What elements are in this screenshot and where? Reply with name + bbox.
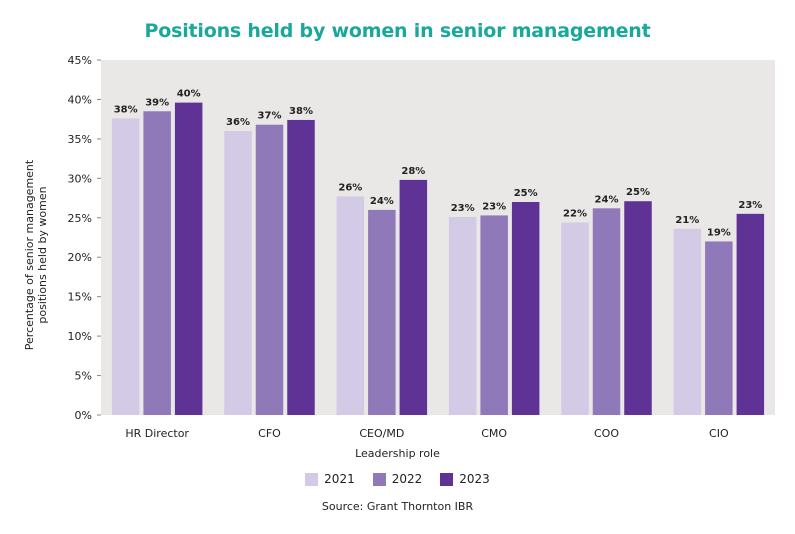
data-labels: 38% 39% 40% 36% 37% 38% 26% 24% 28% 23% 23% 25% 22% 2… xyxy=(114,89,763,239)
legend-label-2022: 2022 xyxy=(391,472,423,486)
bar-2023-coo xyxy=(624,201,652,415)
data-label: 25% xyxy=(514,188,538,199)
legend-item-2022: 2022 xyxy=(372,472,423,486)
source-note: Source: Grant Thornton IBR xyxy=(321,500,474,513)
legend-item-2021: 2021 xyxy=(305,472,355,486)
bar-2023-hr-director xyxy=(174,102,203,415)
data-label: 40% xyxy=(177,89,201,100)
bar-2021-cio xyxy=(673,228,702,415)
bars xyxy=(111,102,765,416)
bar-2023-cmo xyxy=(511,202,540,415)
bar-2021-coo xyxy=(561,222,589,415)
legend-swatch-2021 xyxy=(305,472,319,486)
x-tick-label: CMO xyxy=(481,427,507,440)
y-tick-label: 10% xyxy=(68,330,92,343)
data-label: 26% xyxy=(338,182,362,193)
legend-label-2023: 2023 xyxy=(459,472,490,486)
x-tick-label: CFO xyxy=(258,427,281,440)
data-label: 24% xyxy=(595,194,619,205)
y-axis-ticks: 0% 5% 10% 15% 20% 25% 30% 35% 40% 45% xyxy=(68,54,101,422)
y-tick-label: 25% xyxy=(68,212,92,225)
bar-2022-ceo-md xyxy=(368,209,396,415)
bar-2022-cfo xyxy=(255,124,284,415)
x-tick-label: COO xyxy=(594,427,619,440)
bar-2021-hr-director xyxy=(111,118,140,415)
x-axis-label: Leadership role xyxy=(355,447,440,460)
plot-area xyxy=(101,60,775,415)
bar-2023-cfo xyxy=(287,119,315,415)
data-label: 38% xyxy=(289,106,313,117)
bar-2022-coo xyxy=(592,208,621,415)
bar-2021-cmo xyxy=(448,216,477,415)
legend-swatch-2023 xyxy=(440,472,454,486)
x-tick-label: CEO/MD xyxy=(359,427,404,440)
x-axis-ticks: HR Director CFO CEO/MD CMO COO CIO xyxy=(125,427,729,440)
data-label: 37% xyxy=(258,111,282,122)
data-label: 21% xyxy=(675,215,699,226)
x-tick-label: CIO xyxy=(709,427,729,440)
y-tick-label: 5% xyxy=(75,370,92,383)
data-label: 38% xyxy=(114,104,138,115)
bar-2022-cio xyxy=(705,241,733,415)
y-tick-label: 40% xyxy=(68,93,92,106)
data-label: 22% xyxy=(563,209,587,220)
legend-swatch-2022 xyxy=(372,472,386,486)
data-label: 23% xyxy=(482,201,506,212)
bar-2021-ceo-md xyxy=(336,196,365,415)
bar-2021-cfo xyxy=(224,131,252,415)
legend-item-2023: 2023 xyxy=(440,472,490,486)
data-label: 23% xyxy=(451,203,475,214)
y-tick-label: 20% xyxy=(68,251,92,264)
data-label: 25% xyxy=(626,187,650,198)
x-tick-label: HR Director xyxy=(125,427,189,440)
data-label: 39% xyxy=(145,97,169,108)
bar-2022-hr-director xyxy=(143,111,171,416)
legend-label-2021: 2021 xyxy=(324,472,355,486)
data-label: 23% xyxy=(738,200,762,211)
bar-2022-cmo xyxy=(480,215,508,415)
data-label: 19% xyxy=(707,227,731,238)
chart-title: Positions held by women in senior manage… xyxy=(144,20,651,42)
data-label: 24% xyxy=(370,196,394,207)
bar-2023-cio xyxy=(736,213,765,415)
y-tick-label: 0% xyxy=(75,409,92,422)
y-tick-label: 30% xyxy=(68,172,92,185)
data-label: 28% xyxy=(401,166,425,177)
legend: 2021 2022 2023 xyxy=(0,472,795,486)
y-tick-label: 35% xyxy=(68,133,92,146)
data-label: 36% xyxy=(226,117,250,128)
y-tick-label: 45% xyxy=(68,54,92,67)
bar-2023-ceo-md xyxy=(399,179,428,415)
y-tick-label: 15% xyxy=(68,291,92,304)
